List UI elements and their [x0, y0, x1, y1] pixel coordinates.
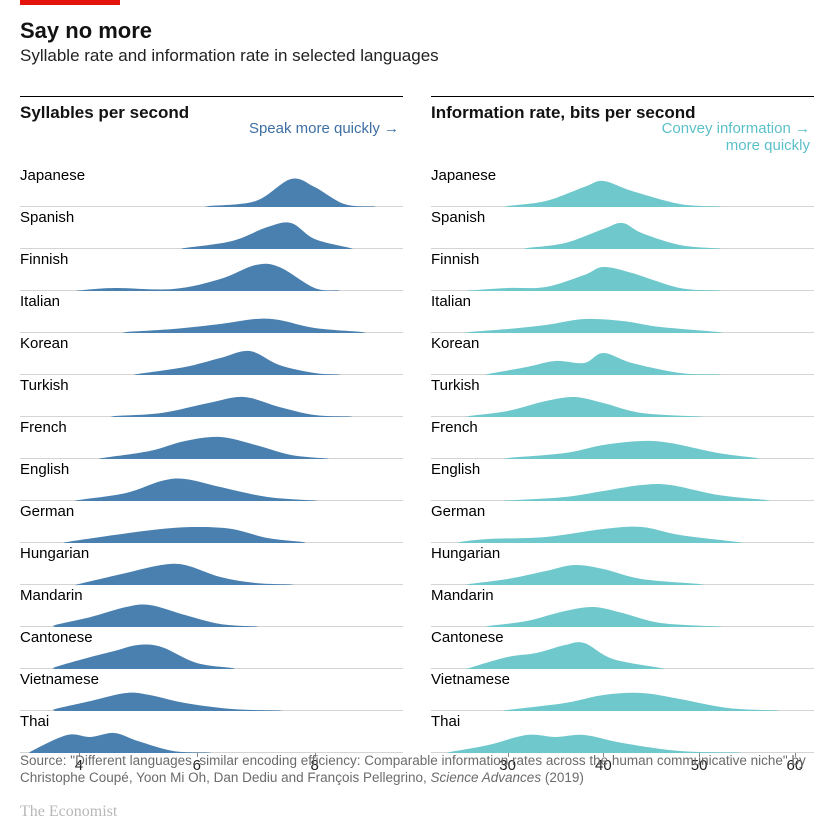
ridge-row: Turkish	[431, 375, 814, 417]
ridge-curve	[431, 627, 814, 669]
ridge-curve	[431, 417, 814, 459]
ridge-row: French	[20, 417, 403, 459]
ridge-area-right: JapaneseSpanishFinnishItalianKoreanTurki…	[431, 165, 814, 753]
hint-right: Convey information →more quickly	[662, 120, 810, 155]
ridge-row: Italian	[431, 291, 814, 333]
ridge-row: Spanish	[20, 207, 403, 249]
ridge-curve	[20, 501, 403, 543]
ridge-curve	[20, 333, 403, 375]
ridge-area-left: JapaneseSpanishFinnishItalianKoreanTurki…	[20, 165, 403, 753]
ridge-row: Mandarin	[431, 585, 814, 627]
ridge-row: French	[431, 417, 814, 459]
hint-left: Speak more quickly →	[249, 120, 399, 137]
ridge-curve	[431, 207, 814, 249]
panel-information: Information rate, bits per second Convey…	[431, 96, 814, 783]
ridge-row: Hungarian	[431, 543, 814, 585]
ridge-curve	[431, 249, 814, 291]
charts-row: Syllables per second Speak more quickly …	[20, 96, 814, 783]
ridge-curve	[431, 375, 814, 417]
source-italic: Science Advances	[431, 770, 542, 785]
ridge-curve	[20, 627, 403, 669]
chart-title: Say no more	[20, 18, 814, 44]
ridge-curve	[431, 543, 814, 585]
ridge-row: Turkish	[20, 375, 403, 417]
brand-label: The Economist	[20, 803, 117, 821]
ridge-curve	[20, 711, 403, 753]
ridge-curve	[20, 165, 403, 207]
ridge-row: English	[431, 459, 814, 501]
ridge-row: Spanish	[431, 207, 814, 249]
ridge-curve	[431, 711, 814, 753]
ridge-curve	[20, 291, 403, 333]
ridge-curve	[431, 333, 814, 375]
ridge-curve	[20, 207, 403, 249]
ridge-row: Vietnamese	[431, 669, 814, 711]
source-prefix: Source: "Different languages, similar en…	[20, 753, 806, 786]
ridge-row: Vietnamese	[20, 669, 403, 711]
ridge-curve	[431, 291, 814, 333]
ridge-row: German	[431, 501, 814, 543]
ridge-row: Japanese	[20, 165, 403, 207]
source-caption: Source: "Different languages, similar en…	[20, 752, 814, 787]
ridge-curve	[431, 165, 814, 207]
accent-bar	[20, 0, 120, 5]
ridge-row: Thai	[431, 711, 814, 753]
ridge-curve	[20, 585, 403, 627]
ridge-curve	[431, 501, 814, 543]
ridge-row: Korean	[20, 333, 403, 375]
ridge-curve	[20, 459, 403, 501]
ridge-row: Italian	[20, 291, 403, 333]
ridge-row: Japanese	[431, 165, 814, 207]
ridge-row: English	[20, 459, 403, 501]
ridge-curve	[431, 459, 814, 501]
ridge-row: German	[20, 501, 403, 543]
header: Say no more Syllable rate and informatio…	[20, 18, 814, 66]
ridge-row: Finnish	[431, 249, 814, 291]
ridge-curve	[20, 543, 403, 585]
ridge-curve	[20, 249, 403, 291]
ridge-row: Cantonese	[431, 627, 814, 669]
ridge-row: Korean	[431, 333, 814, 375]
ridge-curve	[431, 669, 814, 711]
source-suffix: (2019)	[541, 770, 584, 785]
chart-subtitle: Syllable rate and information rate in se…	[20, 46, 814, 66]
ridge-row: Hungarian	[20, 543, 403, 585]
ridge-row: Thai	[20, 711, 403, 753]
ridge-curve	[20, 375, 403, 417]
panel-syllables: Syllables per second Speak more quickly …	[20, 96, 403, 783]
ridge-curve	[431, 585, 814, 627]
ridge-curve	[20, 669, 403, 711]
ridge-row: Cantonese	[20, 627, 403, 669]
ridge-curve	[20, 417, 403, 459]
ridge-row: Mandarin	[20, 585, 403, 627]
ridge-row: Finnish	[20, 249, 403, 291]
